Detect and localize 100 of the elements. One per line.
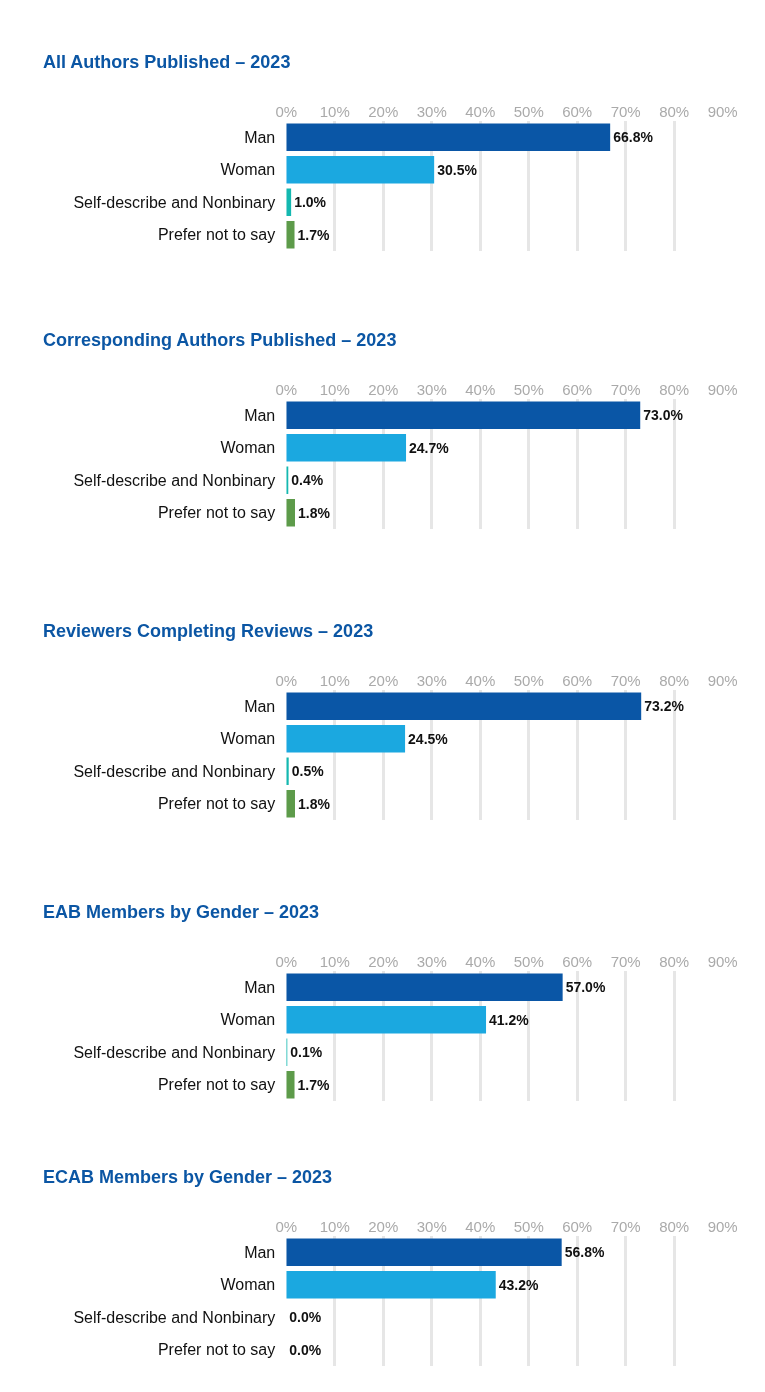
x-tick-label: 90%	[707, 672, 738, 689]
x-tick-label: 0%	[275, 381, 298, 398]
x-tick-label: 20%	[368, 381, 399, 398]
x-tick-label: 0%	[275, 1218, 298, 1235]
x-tick-label: 90%	[707, 953, 738, 970]
bar	[286, 1070, 295, 1099]
chart-title: All Authors Published – 2023	[43, 52, 291, 72]
bar	[286, 1005, 487, 1034]
x-tick-label: 40%	[465, 381, 496, 398]
x-tick-label: 10%	[319, 672, 350, 689]
y-tick-label: Self-describe and Nonbinary	[73, 762, 276, 780]
x-tick-label: 60%	[562, 1218, 593, 1235]
y-tick-label: Prefer not to say	[157, 1341, 276, 1359]
x-tick-label: 20%	[368, 1218, 399, 1235]
data-label: 66.8%	[613, 129, 654, 146]
data-label: 1.7%	[297, 1076, 330, 1093]
x-tick-label: 60%	[562, 672, 593, 689]
x-tick-label: 60%	[562, 953, 593, 970]
y-tick-label: Woman	[220, 1011, 276, 1029]
bar	[286, 433, 407, 462]
x-tick-label: 40%	[465, 103, 496, 120]
x-tick-label: 40%	[465, 1218, 496, 1235]
data-label: 24.7%	[409, 439, 450, 456]
y-tick-label: Self-describe and Nonbinary	[73, 1308, 276, 1326]
data-label: 30.5%	[437, 161, 478, 178]
x-tick-label: 20%	[368, 103, 399, 120]
bar	[286, 498, 296, 527]
y-tick-label: Man	[244, 1243, 276, 1261]
y-tick-label: Man	[244, 128, 276, 146]
y-tick-label: Woman	[220, 439, 276, 457]
x-tick-label: 10%	[319, 953, 350, 970]
chart-title: EAB Members by Gender – 2023	[43, 902, 320, 922]
y-tick-label: Prefer not to say	[157, 226, 276, 244]
bar	[286, 155, 435, 184]
data-label: 73.2%	[644, 698, 685, 715]
x-tick-label: 50%	[513, 672, 544, 689]
y-tick-label: Self-describe and Nonbinary	[73, 1043, 276, 1061]
y-tick-label: Prefer not to say	[157, 795, 276, 813]
x-tick-label: 50%	[513, 953, 544, 970]
x-tick-label: 60%	[562, 103, 593, 120]
x-tick-label: 0%	[275, 953, 298, 970]
y-tick-label: Woman	[220, 161, 276, 179]
x-tick-label: 70%	[610, 103, 641, 120]
data-label: 43.2%	[498, 1276, 539, 1293]
data-label: 0.4%	[291, 472, 324, 489]
x-tick-label: 10%	[319, 103, 350, 120]
x-tick-label: 50%	[513, 1218, 544, 1235]
y-tick-label: Prefer not to say	[157, 1076, 276, 1094]
x-tick-label: 80%	[659, 381, 690, 398]
x-tick-label: 50%	[513, 103, 544, 120]
x-tick-label: 70%	[610, 381, 641, 398]
bar	[286, 724, 406, 753]
x-tick-label: 80%	[659, 672, 690, 689]
x-tick-label: 30%	[416, 672, 447, 689]
data-label: 56.8%	[564, 1244, 605, 1261]
data-label: 24.5%	[408, 730, 449, 747]
chart-title: Corresponding Authors Published – 2023	[43, 330, 397, 350]
x-tick-label: 70%	[610, 1218, 641, 1235]
data-label: 1.7%	[297, 226, 330, 243]
x-tick-label: 60%	[562, 381, 593, 398]
y-tick-label: Man	[244, 697, 276, 715]
x-tick-label: 90%	[707, 381, 738, 398]
y-tick-label: Man	[244, 978, 276, 996]
x-tick-label: 70%	[610, 672, 641, 689]
x-tick-label: 70%	[610, 953, 641, 970]
x-tick-label: 90%	[707, 103, 738, 120]
x-tick-label: 20%	[368, 953, 399, 970]
x-tick-label: 30%	[416, 1218, 447, 1235]
y-tick-label: Woman	[220, 1276, 276, 1294]
x-tick-label: 30%	[416, 103, 447, 120]
x-tick-label: 0%	[275, 103, 298, 120]
x-tick-label: 0%	[275, 672, 298, 689]
data-label: 0.1%	[290, 1044, 323, 1061]
y-tick-label: Self-describe and Nonbinary	[73, 471, 276, 489]
y-tick-label: Man	[244, 406, 276, 424]
data-label: 41.2%	[489, 1011, 530, 1028]
data-label: 1.8%	[298, 795, 331, 812]
data-label: 1.0%	[294, 194, 327, 211]
bar	[286, 692, 642, 721]
data-label: 0.0%	[289, 1341, 322, 1358]
data-label: 1.8%	[298, 504, 331, 521]
x-tick-label: 80%	[659, 953, 690, 970]
bar	[286, 401, 641, 430]
x-tick-label: 90%	[707, 1218, 738, 1235]
y-tick-label: Prefer not to say	[157, 504, 276, 522]
x-tick-label: 50%	[513, 381, 544, 398]
x-tick-label: 30%	[416, 953, 447, 970]
data-label: 57.0%	[565, 979, 606, 996]
bar	[286, 123, 611, 152]
data-label: 0.5%	[291, 763, 325, 780]
x-tick-label: 10%	[319, 381, 350, 398]
x-tick-label: 80%	[659, 1218, 690, 1235]
bar	[286, 220, 295, 249]
chart-title: ECAB Members by Gender – 2023	[43, 1167, 333, 1187]
x-tick-label: 40%	[465, 672, 496, 689]
y-tick-label: Woman	[220, 730, 276, 748]
bar	[286, 973, 563, 1002]
x-tick-label: 40%	[465, 953, 496, 970]
bar	[286, 789, 296, 818]
data-label: 0.0%	[289, 1309, 322, 1326]
